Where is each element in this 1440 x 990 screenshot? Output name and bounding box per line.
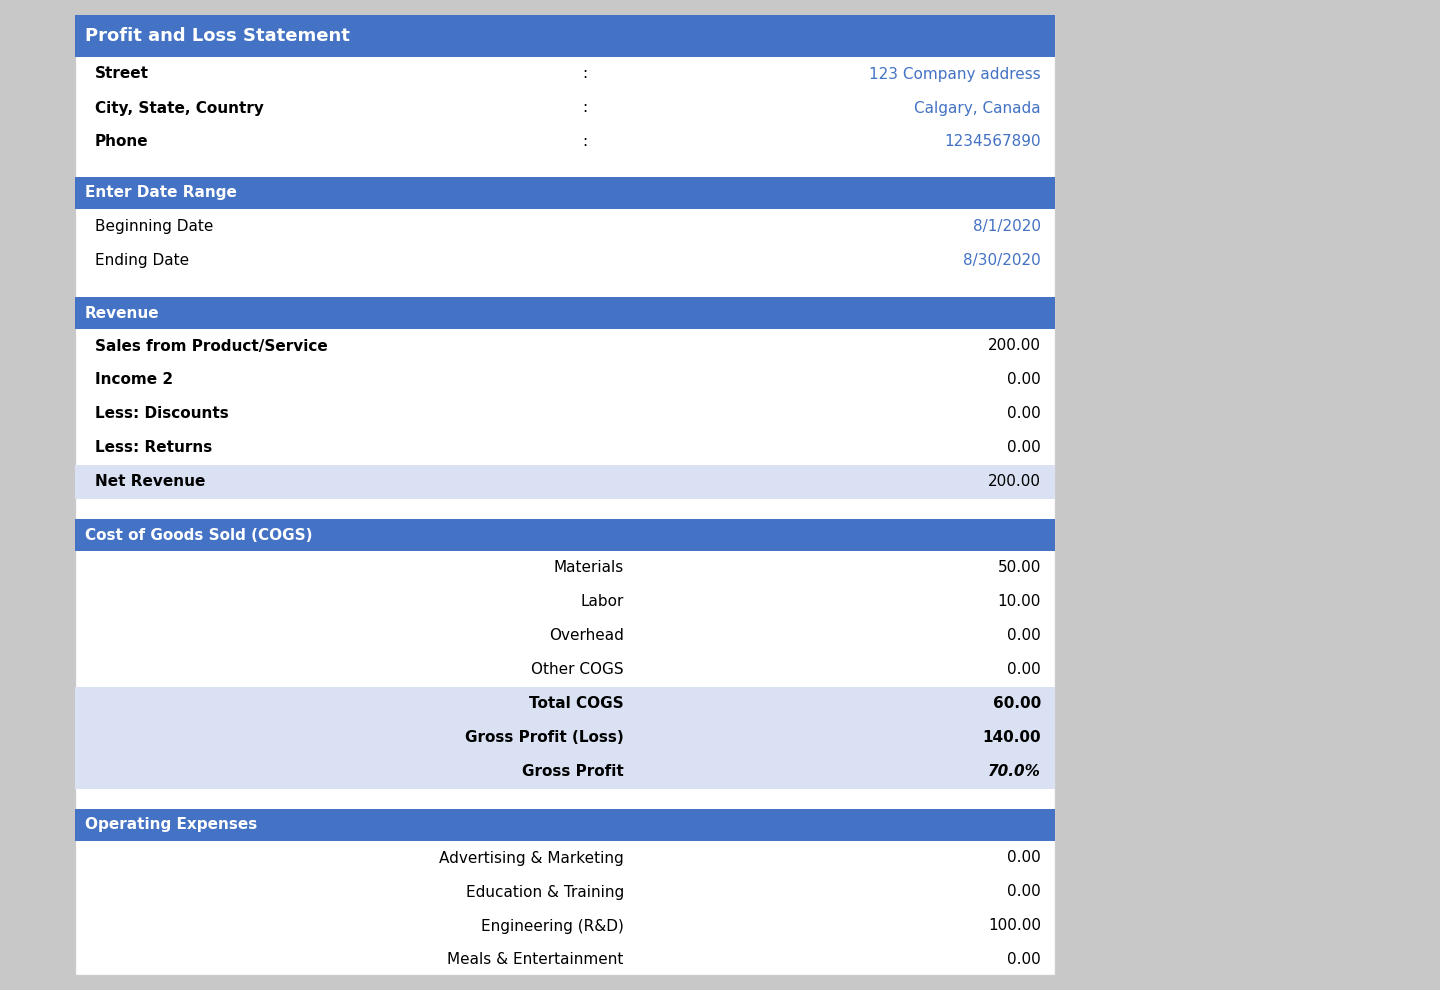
Text: 200.00: 200.00 <box>988 474 1041 489</box>
Text: Education & Training: Education & Training <box>465 884 624 900</box>
Text: 0.00: 0.00 <box>1007 441 1041 455</box>
Text: 140.00: 140.00 <box>982 731 1041 745</box>
Text: 8/1/2020: 8/1/2020 <box>973 219 1041 234</box>
Text: Total COGS: Total COGS <box>528 697 624 712</box>
Text: :: : <box>582 66 588 81</box>
Text: Phone: Phone <box>95 135 148 149</box>
Text: Overhead: Overhead <box>549 629 624 644</box>
Text: City, State, Country: City, State, Country <box>95 101 264 116</box>
Text: 8/30/2020: 8/30/2020 <box>963 252 1041 267</box>
Text: Engineering (R&D): Engineering (R&D) <box>481 919 624 934</box>
Text: Advertising & Marketing: Advertising & Marketing <box>439 850 624 865</box>
Text: 0.00: 0.00 <box>1007 662 1041 677</box>
Text: :: : <box>582 101 588 116</box>
FancyBboxPatch shape <box>75 721 1056 755</box>
Text: Less: Discounts: Less: Discounts <box>95 407 229 422</box>
Text: 200.00: 200.00 <box>988 339 1041 353</box>
Text: Beginning Date: Beginning Date <box>95 219 213 234</box>
Text: 0.00: 0.00 <box>1007 372 1041 387</box>
Text: Operating Expenses: Operating Expenses <box>85 818 258 833</box>
FancyBboxPatch shape <box>75 519 1056 551</box>
Text: Gross Profit: Gross Profit <box>523 764 624 779</box>
Text: 123 Company address: 123 Company address <box>870 66 1041 81</box>
Text: 1234567890: 1234567890 <box>945 135 1041 149</box>
Text: Cost of Goods Sold (COGS): Cost of Goods Sold (COGS) <box>85 528 312 543</box>
Text: Income 2: Income 2 <box>95 372 173 387</box>
Text: Other COGS: Other COGS <box>531 662 624 677</box>
FancyBboxPatch shape <box>75 297 1056 329</box>
Text: Labor: Labor <box>580 595 624 610</box>
Text: 70.0%: 70.0% <box>988 764 1041 779</box>
Text: 0.00: 0.00 <box>1007 952 1041 967</box>
Text: Sales from Product/Service: Sales from Product/Service <box>95 339 328 353</box>
Text: :: : <box>582 135 588 149</box>
Text: 10.00: 10.00 <box>998 595 1041 610</box>
Text: Ending Date: Ending Date <box>95 252 189 267</box>
FancyBboxPatch shape <box>75 15 1056 57</box>
FancyBboxPatch shape <box>75 755 1056 789</box>
FancyBboxPatch shape <box>75 687 1056 721</box>
FancyBboxPatch shape <box>75 177 1056 209</box>
FancyBboxPatch shape <box>75 809 1056 841</box>
Text: Profit and Loss Statement: Profit and Loss Statement <box>85 27 350 45</box>
Text: 50.00: 50.00 <box>998 560 1041 575</box>
Text: Materials: Materials <box>553 560 624 575</box>
Text: 100.00: 100.00 <box>988 919 1041 934</box>
Text: Less: Returns: Less: Returns <box>95 441 212 455</box>
Text: Enter Date Range: Enter Date Range <box>85 185 236 201</box>
Text: Net Revenue: Net Revenue <box>95 474 206 489</box>
FancyBboxPatch shape <box>75 15 1056 975</box>
Text: 0.00: 0.00 <box>1007 629 1041 644</box>
Text: Calgary, Canada: Calgary, Canada <box>914 101 1041 116</box>
FancyBboxPatch shape <box>75 465 1056 499</box>
Text: Revenue: Revenue <box>85 306 160 321</box>
Text: Meals & Entertainment: Meals & Entertainment <box>448 952 624 967</box>
Text: 0.00: 0.00 <box>1007 407 1041 422</box>
Text: 0.00: 0.00 <box>1007 850 1041 865</box>
Text: 0.00: 0.00 <box>1007 884 1041 900</box>
Text: 60.00: 60.00 <box>992 697 1041 712</box>
Text: Street: Street <box>95 66 148 81</box>
Text: Gross Profit (Loss): Gross Profit (Loss) <box>465 731 624 745</box>
